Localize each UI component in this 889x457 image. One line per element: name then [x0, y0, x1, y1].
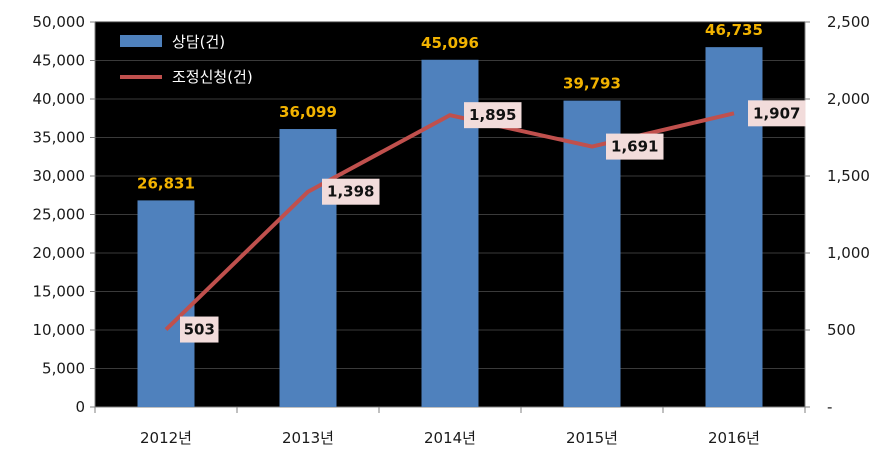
x-tick-label: 2014년: [424, 429, 476, 447]
left-tick-label: 25,000: [33, 206, 86, 224]
left-tick-label: 30,000: [33, 167, 86, 185]
legend-label-bar: 상담(건): [172, 33, 225, 51]
line-value-label: 1,691: [611, 138, 658, 156]
line-value-label: 1,398: [327, 183, 374, 201]
left-tick-label: 10,000: [33, 321, 86, 339]
x-tick-label: 2015년: [566, 429, 618, 447]
x-tick-label: 2013년: [282, 429, 334, 447]
line-label-box: [464, 102, 522, 129]
right-y-axis: - 500 1,000 1,500 2,000 2,500: [804, 13, 870, 416]
bar-value-label: 26,831: [137, 174, 195, 192]
right-tick-label: 500: [827, 321, 856, 339]
left-tick-label: 0: [75, 398, 85, 416]
bar: [137, 200, 195, 407]
left-y-axis: 0 5,000 10,000 15,000 20,000 25,000 30,000 35,0…: [33, 13, 96, 416]
line-value-label: 1,907: [753, 104, 800, 122]
right-tick-label: -: [827, 398, 832, 416]
left-tick-label: 40,000: [33, 90, 86, 108]
x-axis: 2012년 2013년 2014년 2015년 2016년: [94, 406, 806, 447]
bar-data-labels: 26,831 36,099 45,096 39,793 46,735: [137, 21, 763, 192]
left-tick-label: 35,000: [33, 129, 86, 147]
legend: 상담(건) 조정신청(건): [120, 33, 253, 86]
line-data-labels: 503 1,398 1,895 1,691 1,907: [180, 100, 806, 343]
bar: [279, 129, 337, 407]
left-tick-label: 15,000: [33, 283, 86, 301]
line-value-label: 503: [184, 321, 215, 339]
x-tick-label: 2016년: [708, 429, 760, 447]
bar-value-label: 39,793: [563, 75, 621, 93]
right-tick-label: 2,500: [827, 13, 870, 31]
right-tick-label: 2,000: [827, 90, 870, 108]
line-label-box: [180, 316, 219, 343]
legend-label-line: 조정신청(건): [172, 68, 253, 86]
right-tick-label: 1,000: [827, 244, 870, 262]
bar-value-label: 46,735: [705, 21, 763, 39]
left-tick-label: 20,000: [33, 244, 86, 262]
left-tick-label: 50,000: [33, 13, 86, 31]
bar-series: [137, 47, 763, 407]
legend-swatch-bar: [120, 35, 162, 47]
line-label-box: [748, 100, 806, 127]
x-tick-label: 2012년: [140, 429, 192, 447]
line-label-box: [322, 178, 380, 205]
line-label-box: [606, 133, 664, 160]
right-tick-label: 1,500: [827, 167, 870, 185]
left-tick-label: 5,000: [42, 360, 85, 378]
line-value-label: 1,895: [469, 106, 516, 124]
bar-value-label: 45,096: [421, 34, 479, 52]
bar-value-label: 36,099: [279, 103, 337, 121]
left-tick-label: 45,000: [33, 52, 86, 70]
